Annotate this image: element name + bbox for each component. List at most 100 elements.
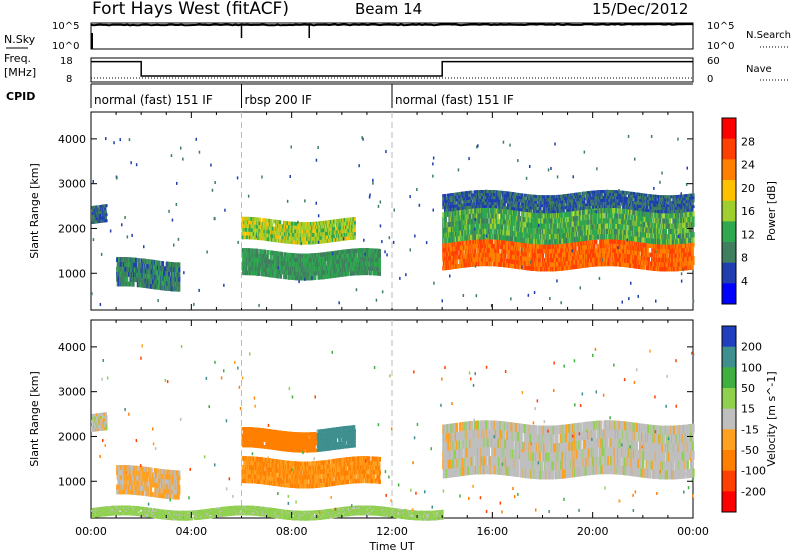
heatmap-cell: [102, 216, 105, 220]
heatmap-cell: [355, 248, 358, 253]
heatmap-cell: [597, 257, 600, 262]
heatmap-cell: [353, 220, 356, 225]
heatmap-cell: [511, 210, 514, 216]
heatmap-cell: [151, 264, 154, 270]
heatmap-cell: [527, 217, 530, 223]
heatmap-cell: [568, 247, 571, 252]
heatmap-cell: [286, 239, 289, 244]
heatmap-cell: [320, 232, 323, 237]
heatmap-cell: [313, 262, 316, 267]
heatmap-cell: [329, 251, 332, 256]
heatmap-cell: [333, 255, 336, 260]
heatmap-cell: [464, 245, 467, 250]
heatmap-cell: [253, 248, 256, 254]
heatmap-cell: [465, 253, 468, 259]
heatmap-cell: [448, 227, 451, 233]
heatmap-cell: [138, 282, 141, 288]
heatmap-cell: [541, 253, 545, 258]
heatmap-cell: [247, 270, 250, 276]
heatmap-cell: [644, 247, 647, 252]
heatmap-cell: [329, 264, 332, 270]
heatmap-cell: [514, 264, 517, 269]
freq-series-line: [91, 60, 693, 77]
heatmap-cell: [294, 271, 297, 276]
heatmap-cell: [265, 272, 268, 277]
heatmap-cell: [461, 225, 464, 231]
heatmap-cell: [93, 205, 96, 209]
heatmap-cell: [285, 236, 288, 240]
heatmap-cell: [503, 240, 506, 245]
heatmap-cell: [255, 262, 258, 267]
heatmap-cell: [156, 270, 159, 276]
heatmap-cell: [483, 223, 486, 229]
heatmap-cell: [341, 263, 344, 268]
heatmap-cell: [491, 213, 494, 219]
heatmap-cell: [512, 215, 515, 221]
heatmap-cell: [248, 228, 251, 232]
heatmap-cell: [616, 257, 619, 262]
heatmap-cell: [524, 243, 528, 248]
heatmap-cell: [279, 265, 282, 270]
heatmap-cell: [296, 222, 299, 226]
heatmap-cell: [243, 235, 246, 240]
heatmap-cell: [445, 256, 449, 261]
heatmap-cell: [558, 266, 561, 271]
heatmap-cell: [289, 225, 292, 229]
heatmap-cell: [331, 264, 334, 270]
heatmap-cell: [322, 232, 325, 236]
heatmap-cell: [503, 244, 506, 250]
heatmap-cell: [332, 234, 335, 239]
heatmap-cell: [134, 262, 138, 268]
heatmap-cell: [264, 222, 267, 226]
heatmap-cell: [99, 210, 102, 214]
heatmap-cell: [615, 257, 618, 262]
heatmap-cell: [289, 240, 292, 244]
heatmap-cell: [548, 267, 551, 272]
heatmap-cell: [595, 248, 598, 254]
heatmap-cell: [638, 251, 641, 256]
heatmap-cell: [671, 253, 674, 258]
heatmap-cell: [589, 258, 592, 263]
heatmap-cell: [359, 261, 362, 267]
heatmap-cell: [548, 239, 551, 245]
heatmap-cell: [568, 265, 571, 270]
heatmap-cell: [476, 252, 479, 258]
heatmap-cell: [474, 262, 477, 267]
heatmap-cell: [134, 277, 138, 283]
heatmap-cell: [540, 239, 543, 245]
heatmap-cell: [283, 256, 286, 262]
heatmap-cell: [289, 252, 292, 258]
heatmap-cell: [102, 213, 105, 217]
heatmap-cell: [531, 228, 534, 234]
heatmap-cell: [176, 267, 179, 273]
heatmap-cell: [505, 219, 508, 225]
heatmap-cell: [340, 218, 343, 223]
heatmap-cell: [481, 234, 484, 240]
heatmap-cell: [121, 281, 124, 287]
heatmap-cell: [96, 214, 99, 218]
heatmap-cell: [254, 228, 257, 233]
heatmap-cell: [484, 239, 487, 244]
heatmap-cell: [491, 239, 494, 244]
heatmap-cell: [499, 208, 502, 214]
heatmap-cell: [339, 222, 342, 227]
heatmap-cell: [474, 234, 477, 240]
heatmap-cell: [274, 264, 277, 270]
heatmap-cell: [294, 253, 297, 258]
heatmap-cell: [575, 259, 578, 265]
heatmap-cell: [614, 239, 617, 244]
heatmap-cell: [318, 252, 321, 258]
heatmap-cell: [313, 236, 316, 241]
heatmap-cell: [502, 240, 505, 245]
heatmap-cell: [356, 270, 359, 276]
heatmap-cell: [483, 261, 486, 267]
heatmap-cell: [461, 230, 464, 236]
heatmap-cell: [336, 254, 339, 260]
heatmap-cell: [538, 248, 541, 254]
heatmap-cell: [629, 245, 632, 250]
heatmap-cell: [367, 261, 370, 267]
heatmap-cell: [639, 264, 642, 270]
heatmap-cell: [250, 224, 253, 229]
heatmap-cell: [254, 271, 257, 276]
heatmap-cell: [281, 256, 284, 261]
